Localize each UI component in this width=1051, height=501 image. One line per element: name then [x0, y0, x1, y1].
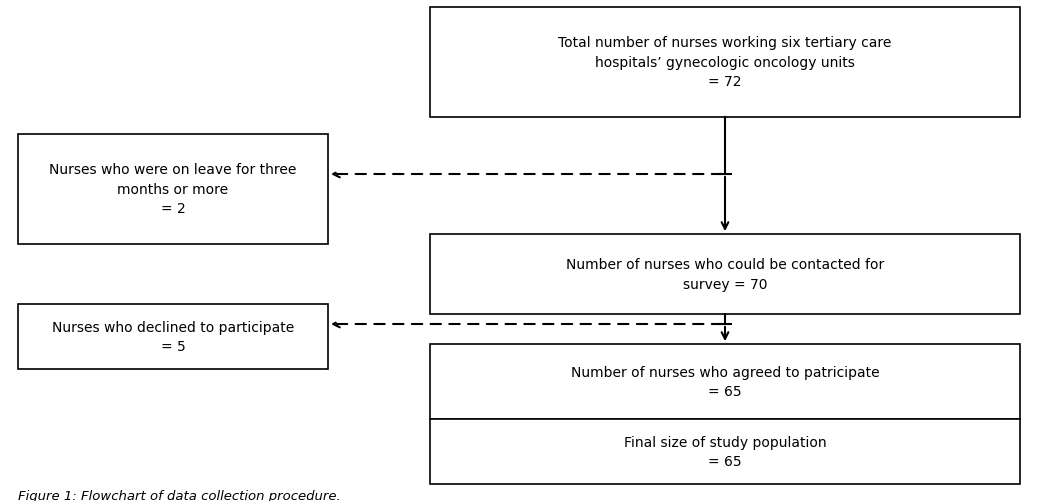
Text: Nurses who declined to participate
= 5: Nurses who declined to participate = 5 [51, 320, 294, 354]
Bar [430, 8, 1021, 118]
Bar [18, 305, 328, 369]
Text: Figure 1: Flowchart of data collection procedure.: Figure 1: Flowchart of data collection p… [18, 489, 341, 501]
Bar [430, 344, 1021, 419]
Bar [430, 419, 1021, 484]
Text: Total number of nurses working six tertiary care
hospitals’ gynecologic oncology: Total number of nurses working six terti… [558, 37, 891, 89]
Text: Final size of study population
= 65: Final size of study population = 65 [623, 435, 826, 468]
Bar [430, 234, 1021, 314]
Text: Number of nurses who agreed to patricipate
= 65: Number of nurses who agreed to patricipa… [571, 365, 880, 398]
Text: Nurses who were on leave for three
months or more
= 2: Nurses who were on leave for three month… [49, 163, 296, 216]
Bar [18, 135, 328, 244]
Text: Number of nurses who could be contacted for
survey = 70: Number of nurses who could be contacted … [565, 258, 884, 291]
